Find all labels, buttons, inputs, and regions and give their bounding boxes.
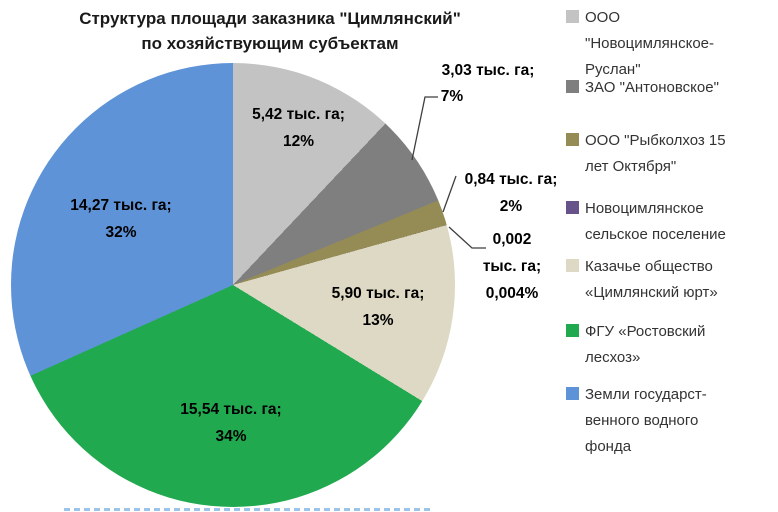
legend-label: Земли государст- венного водного фонда [585,386,707,455]
legend-label: Казачье общество «Цимлянский юрт» [585,258,718,301]
legend-label: ЗАО "Антоновское" [585,79,719,96]
legend-item-zemli-vodnogo-fonda: Земли государст- венного водного фонда [566,382,772,460]
chart-title: Структура площади заказника "Цимлянский"… [10,6,530,56]
data-label-blue: 14,27 тыс. га; 32% [70,197,172,241]
legend-swatch-blue [566,387,579,400]
data-label-gray-dark-value: 3,03 тыс. га; [441,62,535,79]
legend-label: ООО "Новоцимлянское- Руслан" [585,9,714,78]
legend-item-rybkolhoz: ООО "Рыбколхоз 15 лет Октября" [566,128,772,180]
legend-swatch-beige [566,259,579,272]
legend-swatch-green [566,324,579,337]
legend-item-antonovskoe: ЗАО "Антоновское" [566,75,772,101]
data-label-gray-light: 5,42 тыс. га; 12% [252,106,345,150]
legend-swatch-olive [566,133,579,146]
data-label-green: 15,54 тыс. га; 34% [180,401,282,445]
data-label-olive: 0,84 тыс. га; 2% [464,171,558,215]
legend-item-rostovskiy-leshoz: ФГУ «Ростовский лесхоз» [566,319,772,371]
pie-chart [11,63,455,507]
legend-item-novocimlyanskoe-ruslan: ООО "Новоцимлянское- Руслан" [566,5,772,83]
data-label-gray-dark-percent: 7% [440,88,464,105]
chart-title-line2: по хозяйствующим субъектам [141,34,399,53]
bottom-dashed-line [64,508,430,511]
legend-label: ФГУ «Ростовский лесхоз» [585,323,706,366]
legend-label: Новоцимлянское сельское поселение [585,200,726,243]
legend-swatch-gray-light [566,10,579,23]
legend-label: ООО "Рыбколхоз 15 лет Октября" [585,132,726,175]
legend-item-selskoe-poselenie: Новоцимлянское сельское поселение [566,196,772,248]
legend-item-kazache-obschestvo: Казачье общество «Цимлянский юрт» [566,254,772,306]
data-label-beige: 5,90 тыс. га; 13% [331,285,425,329]
legend-swatch-purple [566,201,579,214]
legend-swatch-gray-dark [566,80,579,93]
chart-title-line1: Структура площади заказника "Цимлянский" [79,9,461,28]
data-label-purple: 0,002 тыс. га; 0,004% [482,231,542,302]
